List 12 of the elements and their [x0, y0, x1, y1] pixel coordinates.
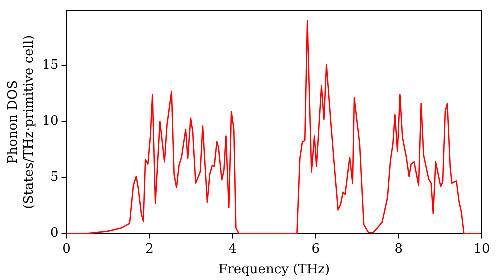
y-tick-label: 10: [42, 114, 59, 130]
x-tick-label: 6: [312, 242, 320, 257]
x-tick-label: 2: [146, 242, 154, 257]
x-tick-label: 10: [474, 242, 490, 257]
y-tick-label: 5: [50, 170, 59, 186]
y-tick-label: 15: [42, 58, 59, 74]
x-tick-label: 0: [62, 242, 71, 257]
x-tick-label: 4: [228, 242, 237, 257]
y-tick-label: 0: [50, 226, 59, 242]
y-axis-title: Phonon DOS (States/THz·primitive cell): [6, 35, 37, 210]
x-tick-label: 8: [394, 242, 404, 257]
x-axis-title: Frequency (THz): [218, 262, 330, 278]
